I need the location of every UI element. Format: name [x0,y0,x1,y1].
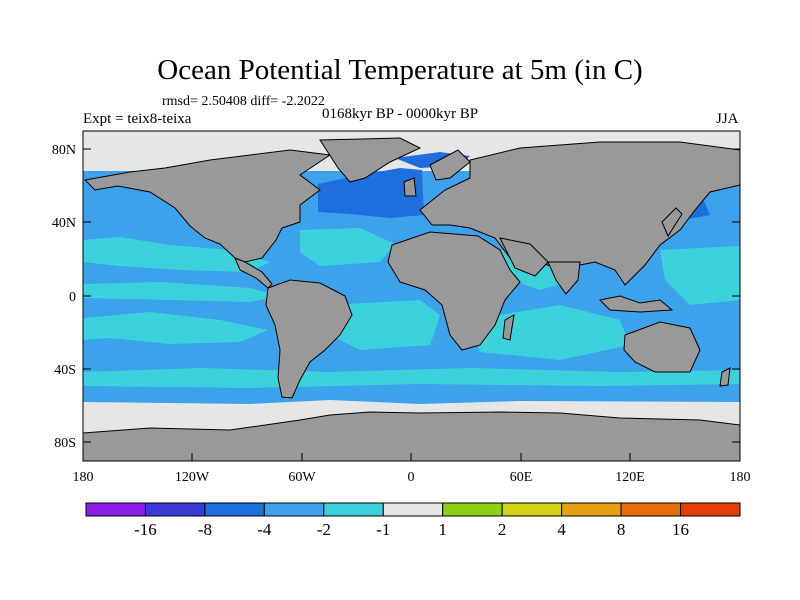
indonesia [598,295,674,313]
lat-tick-80n: 80N [52,143,76,158]
colorbar-label: 16 [672,520,689,539]
lon-tick-120e: 120E [615,470,645,485]
colorbar-label: -1 [376,520,390,539]
south-pacific-band [83,312,268,344]
world-map [83,131,740,461]
colorbar-swatch [382,502,444,517]
colorbar-swatch [561,502,622,517]
colorbar-label: -16 [134,520,157,539]
colorbar-swatch [144,502,206,517]
map-title: Ocean Potential Temperature at 5m (in C) [157,54,643,86]
season-label: JJA [716,111,739,127]
japan [661,207,683,238]
south-atlantic-band [330,300,440,350]
colorbar-swatch [263,502,325,517]
north-pacific-band [83,237,270,272]
lat-tick-80s: 80S [54,436,76,451]
experiment-label: Expt = teix8-teixa [83,111,192,127]
north-atlantic-band [300,228,395,266]
colorbar-swatch [204,502,265,517]
africa [387,231,521,351]
tropical-pacific-band [83,282,280,302]
north-atlantic-cold-region [318,168,424,218]
colorbar-swatch [442,502,503,517]
lon-tick-180-left: 180 [73,470,94,485]
greenland [319,137,422,183]
colorbar-label: 2 [498,520,507,539]
south-america [265,279,353,399]
colorbar-swatch [501,502,563,517]
central-america [234,257,273,289]
arabia [499,237,549,277]
colorbar-label: -8 [198,520,212,539]
colorbar-swatch [620,502,682,517]
lon-tick-180-right: 180 [730,470,751,485]
colorbar-swatch [85,502,146,517]
colorbar-swatch [680,502,741,517]
lon-tick-0: 0 [408,470,415,485]
colorbar-swatch [323,502,384,517]
landmasses [83,137,740,461]
lat-tick-40n: 40N [52,216,76,231]
colorbar-label: -2 [317,520,331,539]
colorbar-labels: -16 -8 -4 -2 -1 1 2 4 8 16 [134,520,689,539]
lon-tick-60w: 60W [288,470,316,485]
period-label: 0168kyr BP - 0000kyr BP [322,106,479,122]
southern-ocean-band [83,368,740,388]
lat-tick-40s: 40S [54,363,76,378]
lon-tick-120w: 120W [175,470,210,485]
british-isles [403,177,417,197]
eurasia [419,141,740,286]
west-pacific-band [660,246,740,305]
new-zealand [719,367,731,387]
colorbar [85,502,741,517]
antarctica [83,411,740,461]
scandinavia [429,149,471,181]
stats-label: rmsd= 2.50408 diff= -2.2022 [162,94,325,109]
india [547,261,581,295]
north-america [83,149,332,263]
colorbar-label: 8 [617,520,626,539]
australia [623,321,701,373]
lon-tick-60e: 60E [510,470,533,485]
lat-axis [83,148,740,443]
colorbar-label: 1 [438,520,447,539]
lon-axis [82,453,741,461]
colorbar-label: 4 [557,520,566,539]
colorbar-label: -4 [257,520,272,539]
madagascar [502,314,515,341]
lat-tick-0: 0 [69,290,76,305]
